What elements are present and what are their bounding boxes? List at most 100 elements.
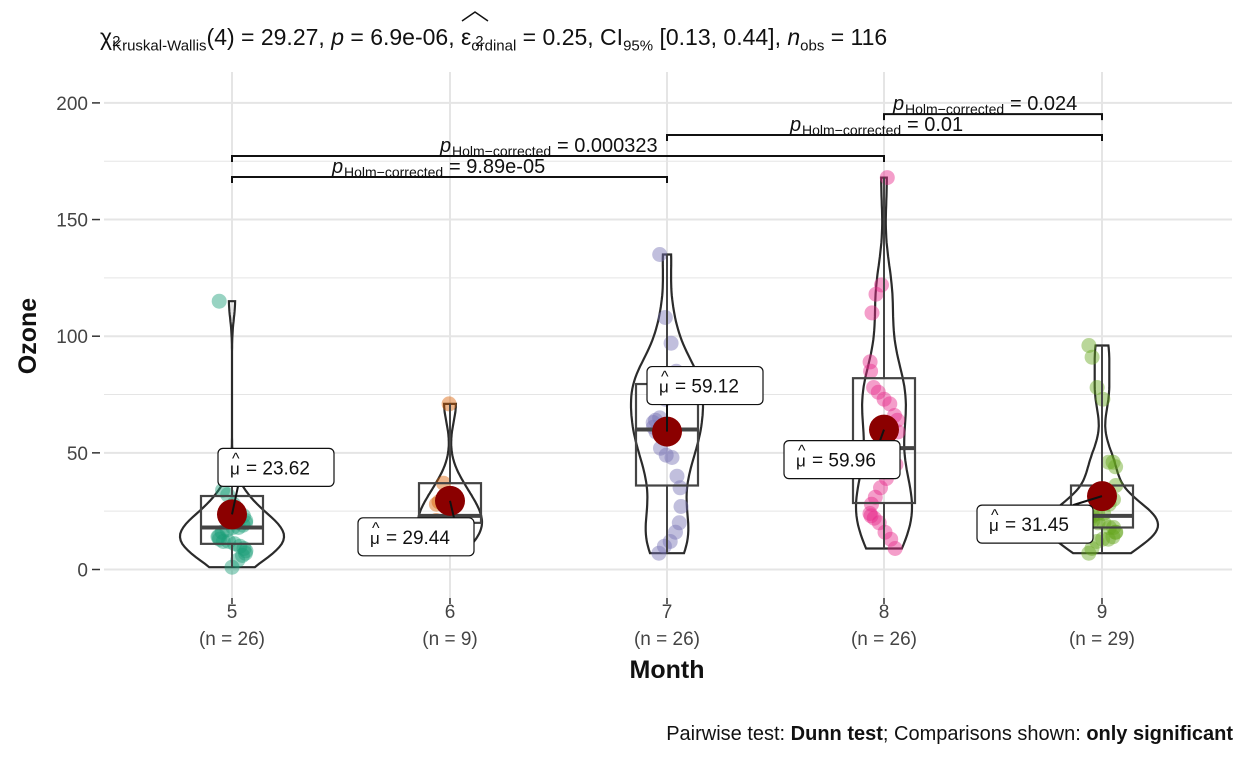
y-tick-label: 0 xyxy=(77,561,88,582)
mu-hat: ^ xyxy=(232,450,240,467)
data-point xyxy=(210,529,226,545)
y-tick-label: 50 xyxy=(67,444,88,465)
mu-symbol: μ xyxy=(230,459,240,478)
p-symbol: p xyxy=(331,24,344,50)
data-point xyxy=(1101,454,1117,470)
x-count-label: (n = 26) xyxy=(851,629,917,650)
data-point xyxy=(1081,545,1097,561)
title-part4: [0.13, 0.44], xyxy=(653,24,788,50)
n-symbol: n xyxy=(787,24,801,50)
mu-hat: ^ xyxy=(372,520,380,537)
bracket-sub: Holm−corrected xyxy=(905,101,1004,117)
mean-label-text: = 59.12 xyxy=(675,377,739,398)
mu-hat: ^ xyxy=(798,443,806,460)
n-sub: obs xyxy=(800,37,825,55)
data-point xyxy=(652,247,668,262)
x-tick-label: 6 xyxy=(445,602,456,623)
bracket-value: = 9.89e-05 xyxy=(449,156,545,178)
data-point xyxy=(215,534,231,549)
mean-label-leader xyxy=(231,486,239,515)
mu-hat: ^ xyxy=(991,507,999,524)
data-point xyxy=(658,447,674,463)
data-point xyxy=(656,538,672,554)
bracket-line xyxy=(883,113,1103,121)
title-part3: = 0.25, CI xyxy=(516,24,624,50)
data-point xyxy=(663,335,679,351)
caption-mid: ; Comparisons shown: xyxy=(882,723,1087,745)
data-point xyxy=(235,548,250,563)
caption: Pairwise test: Dunn test; Comparisons sh… xyxy=(666,723,1233,746)
x-tick-label: 9 xyxy=(1097,602,1108,623)
x-axis-title: Month xyxy=(630,656,705,684)
mean-label-text: = 59.96 xyxy=(812,451,876,472)
mean-label-box xyxy=(357,517,475,557)
x-count-label: (n = 26) xyxy=(634,629,700,650)
chi-sup: 2 xyxy=(112,33,121,50)
mu-symbol: μ xyxy=(659,378,669,397)
caption-prefix: Pairwise test: xyxy=(666,723,791,745)
epsilon-symbol: ε xyxy=(461,24,472,50)
bracket-p: p xyxy=(892,93,904,115)
data-point xyxy=(1105,529,1121,545)
data-point xyxy=(876,391,892,407)
data-point xyxy=(1100,531,1116,547)
chi-symbol: χ xyxy=(100,24,113,50)
mean-label-box xyxy=(783,440,901,480)
mean-label-9: ^μ = 31.45 xyxy=(976,495,1103,544)
hat-icon xyxy=(461,11,489,22)
mean-label-text: = 29.44 xyxy=(386,528,450,549)
data-point xyxy=(230,552,246,568)
mean-label-5: ^μ = 23.62 xyxy=(217,447,335,515)
x-tick-label: 7 xyxy=(662,602,673,623)
bracket-value: = 0.024 xyxy=(1010,93,1077,115)
data-point xyxy=(668,524,683,540)
violin-7 xyxy=(629,253,705,555)
data-point xyxy=(671,515,687,531)
data-point xyxy=(657,310,673,325)
data-point xyxy=(863,363,879,379)
data-point xyxy=(669,468,685,484)
data-point xyxy=(870,384,886,400)
data-point xyxy=(864,305,880,321)
eps-sub: ordinal xyxy=(471,37,517,55)
mean-label-text: = 23.62 xyxy=(246,458,310,479)
box-5 xyxy=(199,494,265,545)
data-point xyxy=(651,545,667,561)
eps-sup: 2 xyxy=(475,33,484,50)
mu-hat: ^ xyxy=(661,369,669,386)
bracket-line xyxy=(231,155,885,163)
bracket-sub: Holm−corrected xyxy=(802,122,901,138)
bracket-sub: Holm−corrected xyxy=(344,164,443,180)
data-point xyxy=(1089,380,1105,395)
x-tick-label: 8 xyxy=(879,602,890,623)
data-point xyxy=(211,529,227,545)
bracket-value: = 0.01 xyxy=(907,114,963,136)
boxes xyxy=(199,177,1135,568)
caption-test: Dunn test xyxy=(790,723,883,745)
bracket-p: p xyxy=(331,156,343,178)
data-point xyxy=(863,508,879,524)
violin-6 xyxy=(416,402,484,543)
data-point xyxy=(874,277,889,293)
data-point xyxy=(873,480,888,496)
data-point xyxy=(237,545,253,561)
ci-sub: 95% xyxy=(623,37,654,55)
y-tick-label: 100 xyxy=(56,327,88,348)
data-point xyxy=(866,380,882,395)
chart-title: χ 2 Kruskal-Wallis(4) = 29.27, p = 6.9e-06… xyxy=(100,11,887,55)
bracket-p: p xyxy=(439,135,451,157)
bracket-p: p xyxy=(789,114,801,136)
data-point xyxy=(887,541,903,556)
mu-symbol: μ xyxy=(989,516,999,535)
x-axis: 5 (n = 26) 6 (n = 9) 7 (n = 26) 8 (n = 26) 9 (n =… xyxy=(199,598,1135,650)
data-point xyxy=(882,396,898,412)
x-count-label: (n = 26) xyxy=(199,629,265,650)
y-axis: 0 50 100 150 200 xyxy=(56,94,100,582)
data-point xyxy=(879,170,895,186)
bracket-8-9: p Holm−corrected = 0.024 xyxy=(883,93,1103,121)
y-tick-label: 200 xyxy=(56,94,88,115)
mean-label-box xyxy=(976,504,1094,544)
data-point xyxy=(672,480,688,496)
data-point xyxy=(1105,454,1121,470)
